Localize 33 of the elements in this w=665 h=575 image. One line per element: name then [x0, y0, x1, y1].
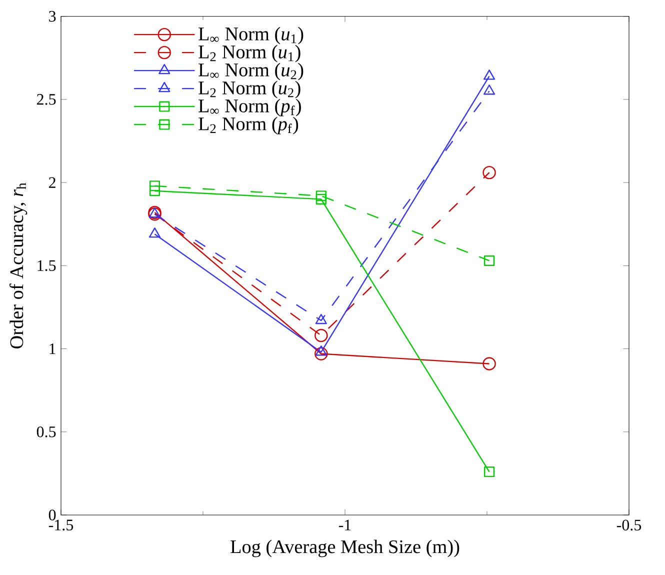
point	[314, 328, 328, 342]
point	[484, 255, 495, 266]
point	[148, 227, 161, 238]
y-tick-label: 2.5	[37, 94, 56, 105]
legend-label: L$_{∞}$ Norm (p$_{f}$)	[198, 98, 301, 116]
point	[484, 466, 495, 478]
x-tick-label: -0.5	[616, 520, 642, 531]
y-axis-title: Order of Accuracy, r$_{h}$	[9, 182, 28, 348]
point	[314, 347, 328, 360]
y-tick-label: 2	[49, 177, 56, 188]
y-tick-label: 1.5	[38, 260, 56, 272]
point	[316, 194, 326, 204]
point	[149, 186, 160, 196]
y-tick-label: 0	[48, 510, 56, 520]
point	[315, 345, 327, 356]
legend-label: L$_{2}$ Norm (u$_{2}$)	[198, 80, 300, 98]
legend-label: L$_{2}$ Norm (u$_{1}$)	[198, 44, 300, 62]
y-tick-label: 3	[49, 10, 56, 22]
point	[483, 70, 496, 80]
legend-label: L$_{∞}$ Norm (u$_{1}$)	[198, 26, 304, 44]
x-tick-label: -1.5	[48, 520, 74, 530]
point	[315, 314, 327, 324]
point	[316, 190, 326, 202]
point	[149, 180, 160, 192]
y-tick-label: 0.5	[36, 426, 56, 438]
point	[482, 357, 496, 370]
point	[482, 166, 496, 180]
point	[483, 84, 496, 95]
legend-label: L$_{2}$ Norm (p$_{f}$)	[198, 116, 298, 134]
x-tick-label: -1	[338, 520, 351, 530]
legend-label: L$_{∞}$ Norm (u$_{2}$)	[198, 62, 304, 80]
y-tick-label: 1	[50, 343, 56, 354]
x-axis-title: Log (Average Mesh Size (m))	[230, 540, 460, 558]
